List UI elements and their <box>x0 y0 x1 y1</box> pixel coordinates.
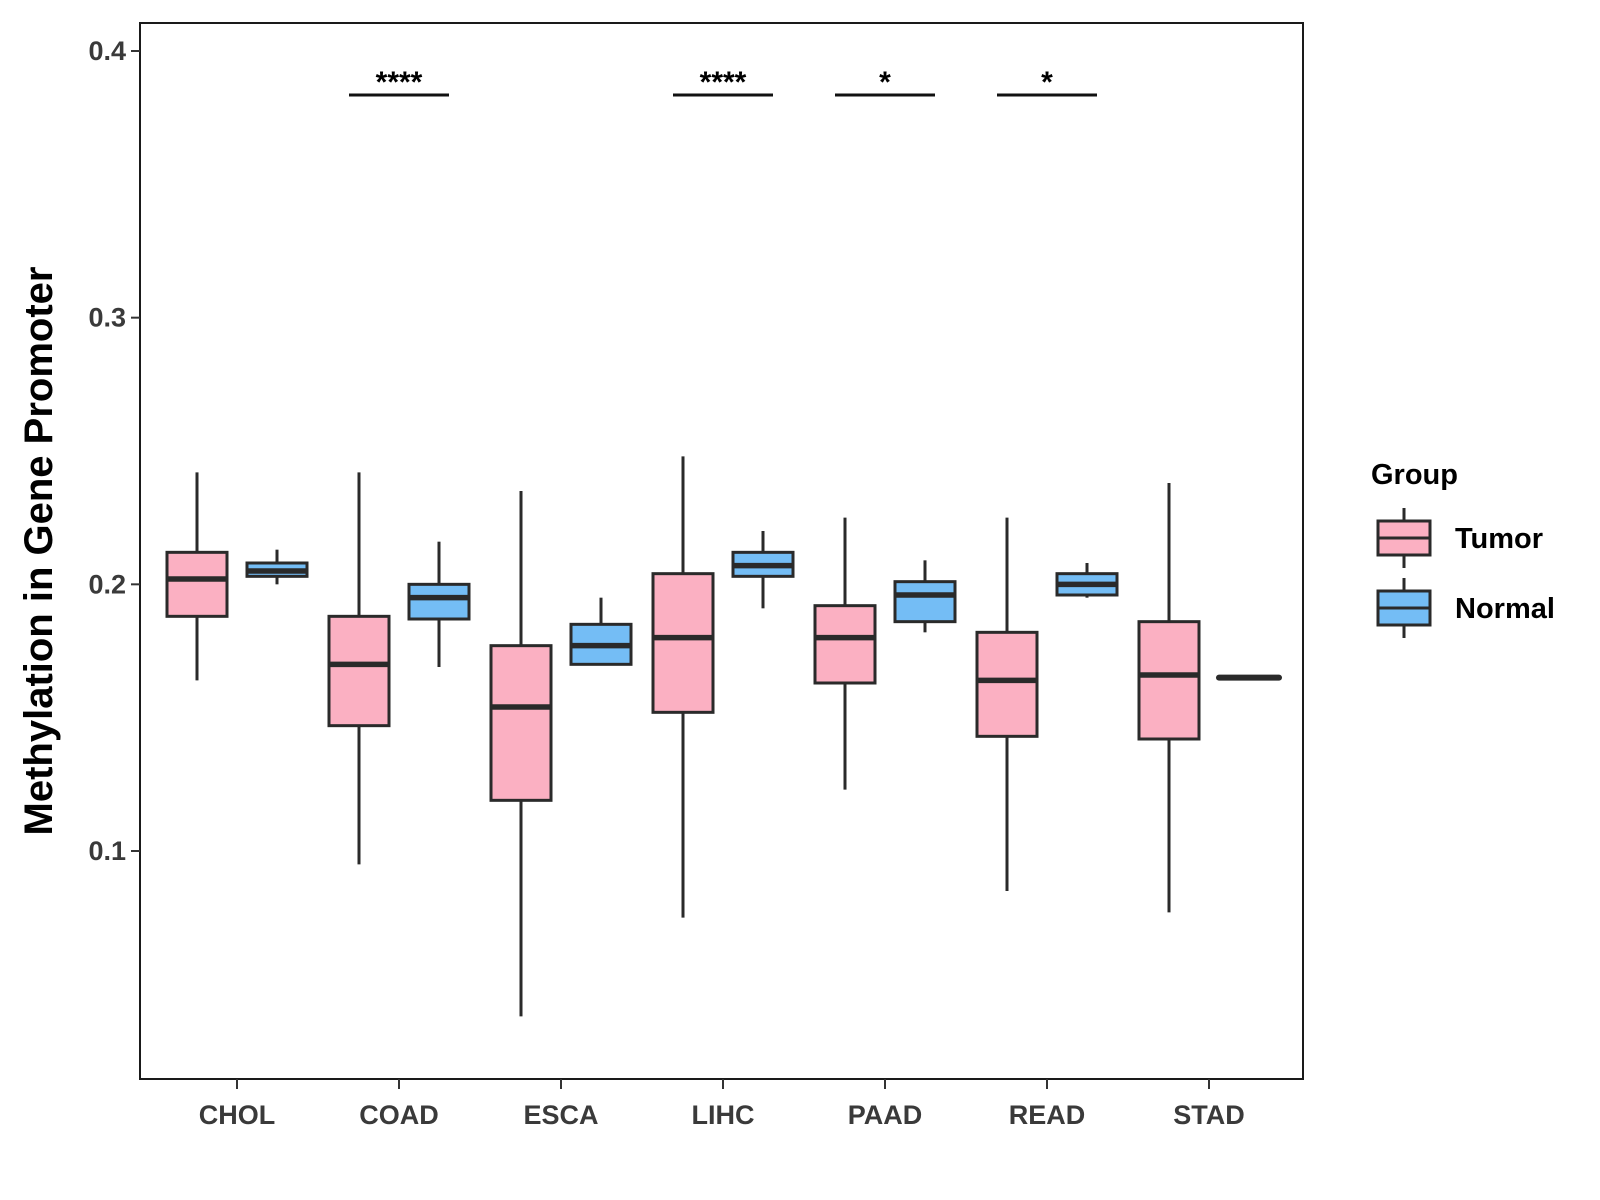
annotation-lihc: **** <box>673 66 773 99</box>
box-normal-esca <box>569 597 633 666</box>
box-normal-chol <box>245 549 309 585</box>
x-tick-label: LIHC <box>692 1100 755 1130</box>
y-axis-title: Methylation in Gene Promoter <box>17 267 61 836</box>
legend-label: Tumor <box>1455 523 1543 555</box>
annotation-label: **** <box>700 66 747 99</box>
box-normal-read <box>1055 563 1119 598</box>
y-axis: 0.1 0.2 0.3 0.4 <box>88 36 140 866</box>
box-tumor-chol <box>165 472 229 681</box>
annotation-read: * <box>997 66 1097 99</box>
box-tumor-lihc <box>651 456 715 918</box>
box-body <box>813 604 877 685</box>
box-tumor-coad <box>327 472 391 865</box>
box-normal-coad <box>407 541 471 667</box>
box-body <box>407 582 471 621</box>
annotation-label: **** <box>376 66 423 99</box>
box-tumor-esca <box>489 491 553 1017</box>
x-tick-label: PAAD <box>848 1100 923 1130</box>
annotation-coad: **** <box>349 66 449 99</box>
legend-title: Group <box>1371 459 1458 491</box>
annotation-label: * <box>879 66 891 99</box>
box-tumor-read <box>975 517 1039 891</box>
box-body <box>165 550 229 618</box>
annotation-label: * <box>1041 66 1053 99</box>
x-tick-label: COAD <box>359 1100 439 1130</box>
legend-item-tumor: Tumor <box>1376 508 1543 568</box>
y-tick-label: 0.4 <box>88 36 126 66</box>
significance-annotations: **** **** * * <box>349 66 1097 99</box>
y-tick-label: 0.3 <box>88 303 126 333</box>
x-tick-label: ESCA <box>523 1100 598 1130</box>
annotation-paad: * <box>835 66 935 99</box>
box-tumor-stad <box>1137 483 1201 913</box>
y-tick-label: 0.2 <box>88 569 126 599</box>
box-body <box>489 644 553 802</box>
legend-items: Tumor Normal <box>1376 508 1555 638</box>
box-normal-paad <box>893 560 957 633</box>
x-tick-label: CHOL <box>199 1100 276 1130</box>
x-tick-label: STAD <box>1173 1100 1245 1130</box>
plot-panel <box>139 22 1304 1080</box>
box-body <box>327 614 391 728</box>
box-body <box>651 572 715 714</box>
y-tick-label: 0.1 <box>88 836 126 866</box>
box-body <box>1137 620 1201 741</box>
legend-item-normal: Normal <box>1376 578 1555 638</box>
boxes <box>165 456 1282 1017</box>
box-body <box>893 580 957 624</box>
x-tick-label: READ <box>1009 1100 1086 1130</box>
box-body <box>975 630 1039 738</box>
box-tumor-paad <box>813 517 877 790</box>
legend-label: Normal <box>1455 593 1555 625</box>
box-normal-lihc <box>731 531 795 609</box>
x-axis: CHOL COAD ESCA LIHC PAAD READ STAD <box>199 1079 1245 1130</box>
legend: Group Tumor Normal <box>1371 459 1555 638</box>
